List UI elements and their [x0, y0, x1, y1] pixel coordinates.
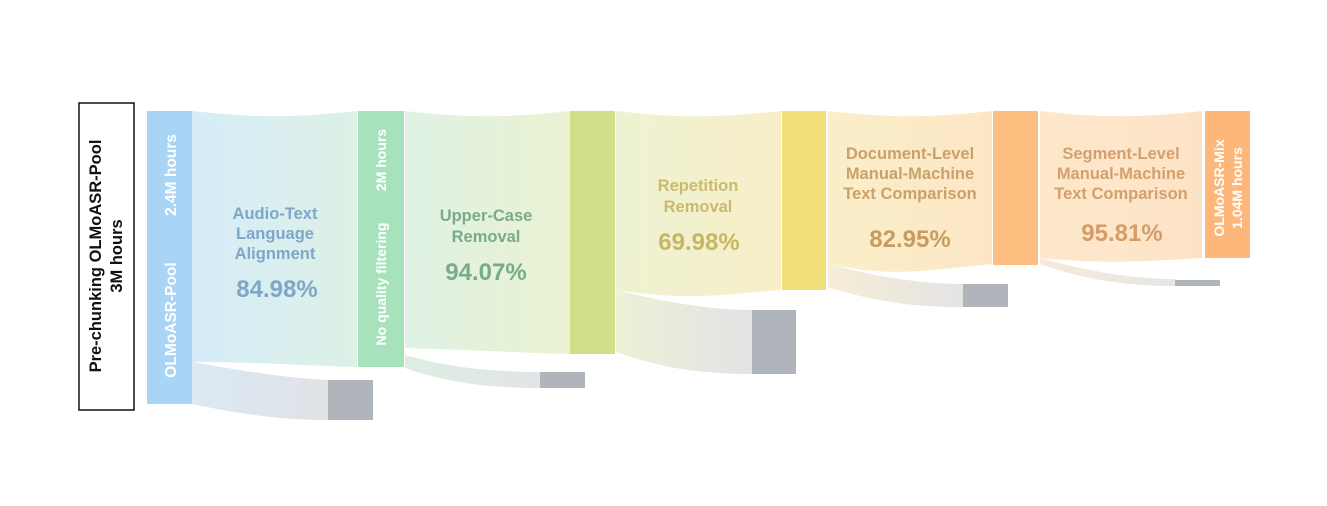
removed-block-2	[540, 372, 585, 388]
stage-4-label-line-2: Manual-Machine	[846, 165, 974, 183]
flow-kept-4	[828, 111, 992, 272]
source-box: Pre-chunking OLMoASR-Pool 3M hours	[78, 102, 135, 411]
source-box-line1: Pre-chunking OLMoASR-Pool	[87, 140, 105, 373]
flow-kept-3	[616, 111, 781, 297]
stage-2-percentage: 94.07%	[445, 259, 526, 286]
stage-5-label-line-3: Text Comparison	[1054, 185, 1188, 203]
removed-block-4	[963, 284, 1008, 307]
source-box-line2: 3M hours	[108, 219, 126, 292]
node-olmoasr-pool-amount: 2.4M hours	[163, 134, 180, 216]
stage-3-label-line-1: Repetition	[658, 177, 739, 195]
flow-kept-1	[192, 111, 357, 367]
node-olmoasr-mix	[1205, 111, 1250, 258]
node-olmoasr-pool	[147, 111, 192, 404]
stage-1-label-line-3: Alignment	[235, 245, 316, 263]
stage-5-label-line-2: Manual-Machine	[1057, 165, 1185, 183]
node-5	[993, 111, 1038, 265]
removed-block-3	[752, 310, 796, 374]
stage-5-label-line-1: Segment-Level	[1062, 145, 1179, 163]
stage-5-percentage: 95.81%	[1081, 220, 1162, 247]
flow-removed-2	[405, 355, 540, 388]
flow-kept-5	[1040, 111, 1202, 262]
node-olmoasr-pool-name: OLMoASR-Pool	[163, 262, 180, 377]
stage-4-label-line-3: Text Comparison	[843, 185, 977, 203]
node-no-quality-filtering	[358, 111, 404, 367]
node-3	[570, 111, 615, 354]
flow-removed-3	[616, 290, 752, 374]
node-no-quality-filtering-amount: 2M hours	[373, 129, 389, 191]
node-olmoasr-mix-amount: 1.04M hours	[1229, 147, 1245, 229]
flow-removed-1	[192, 362, 328, 420]
removed-block-5	[1175, 280, 1220, 286]
stage-1-label-line-1: Audio-Text	[233, 205, 318, 223]
source-box-frame	[78, 102, 135, 411]
stage-3-percentage: 69.98%	[658, 229, 739, 256]
stage-4-label-line-1: Document-Level	[846, 145, 974, 163]
node-4	[782, 111, 826, 290]
flow-kept-2	[405, 111, 570, 354]
stage-3-label-line-2: Removal	[664, 198, 733, 216]
flow-removed-4	[828, 264, 963, 307]
flow-removed-5	[1040, 258, 1175, 286]
stage-1-label-line-2: Language	[236, 225, 314, 243]
stage-2-label-line-2: Removal	[452, 228, 521, 246]
stage-2-label-line-1: Upper-Case	[440, 207, 533, 225]
node-no-quality-filtering-name: No quality filtering	[373, 223, 389, 346]
stage-1-percentage: 84.98%	[236, 276, 317, 303]
node-olmoasr-mix-name: OLMoASR-Mix	[1211, 139, 1227, 236]
stage-4-percentage: 82.95%	[869, 226, 950, 253]
removed-block-1	[328, 380, 373, 420]
